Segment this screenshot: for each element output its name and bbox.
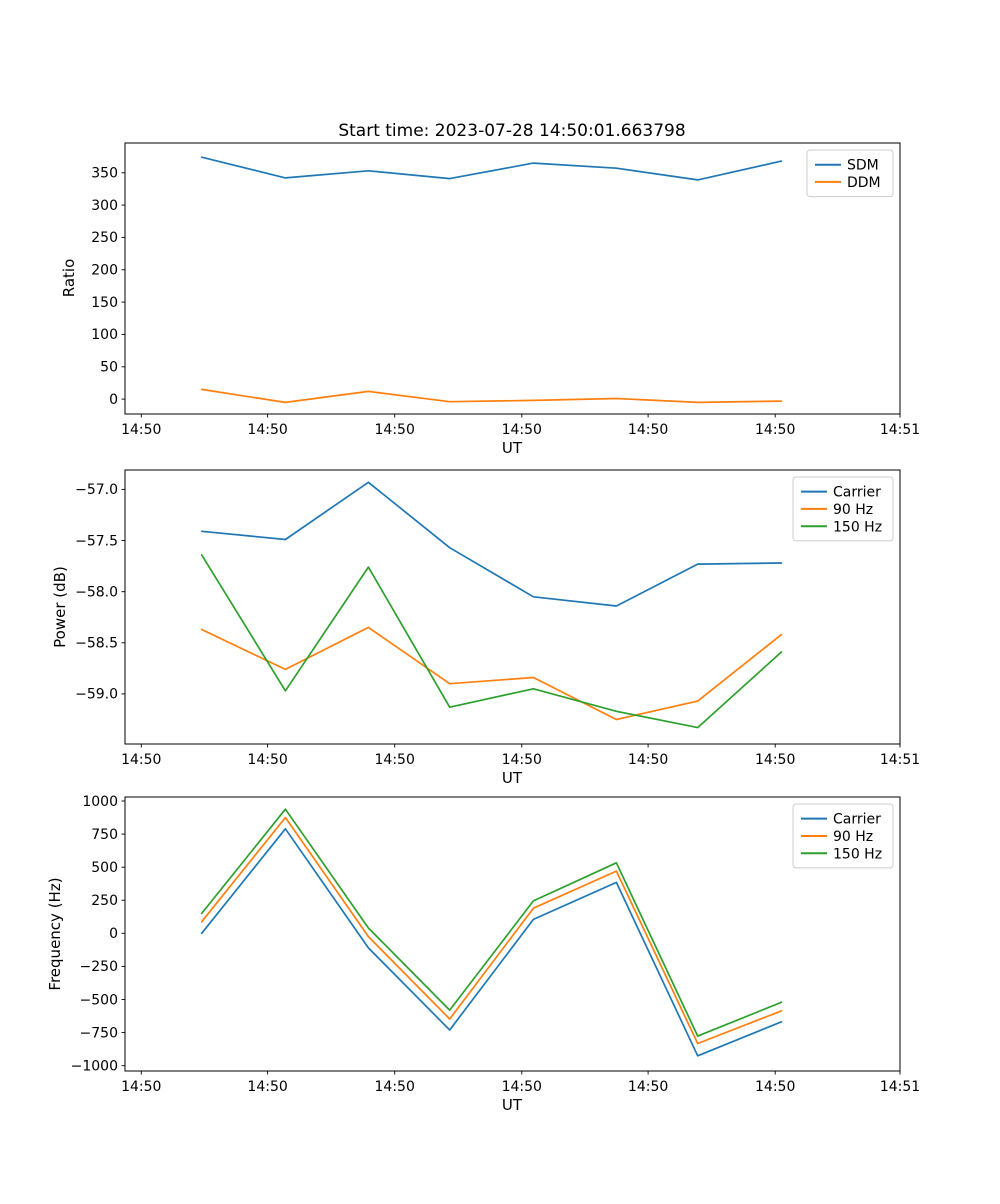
x-tick-label: 14:50	[121, 422, 161, 438]
series-line-sdm	[200, 156, 783, 181]
series-line-150-hz	[200, 554, 783, 729]
legend-box	[806, 149, 894, 198]
y-tick-label: −59.0	[75, 687, 118, 703]
x-tick-label: 14:50	[755, 752, 795, 768]
chart3-x-axis-label: UT	[502, 1096, 523, 1114]
x-tick-label: 14:50	[502, 752, 542, 768]
x-tick-label: 14:51	[880, 1079, 920, 1095]
y-tick-label: 750	[91, 827, 118, 843]
y-tick-label: −750	[80, 1025, 118, 1041]
legend-label: 90 Hz	[833, 502, 873, 518]
y-tick-label: −1000	[71, 1059, 118, 1075]
x-tick-label: 14:50	[375, 1079, 415, 1095]
y-tick-label: 500	[91, 860, 118, 876]
series-line-90-hz	[200, 816, 783, 1045]
x-tick-label: 14:50	[121, 1079, 161, 1095]
y-tick-label: 0	[109, 926, 118, 942]
chart3-frame	[124, 796, 901, 1072]
chart2-frame	[124, 469, 901, 745]
x-tick-label: 14:50	[502, 422, 542, 438]
legend-label: Carrier	[833, 812, 881, 828]
y-tick-label: 150	[91, 295, 118, 311]
chart1-plot-area: 14:50 14:50 14:50 14:50 14:50 14:50 14:51 0 50 10…	[91, 142, 920, 438]
series-line-150-hz	[200, 808, 783, 1037]
chart3-y-axis-label: Frequency (Hz)	[46, 877, 64, 990]
y-tick-label: −58.0	[75, 585, 118, 601]
chart1-x-axis-label: UT	[502, 439, 523, 457]
y-tick-label: 250	[91, 893, 118, 909]
chart2-x-axis-label: UT	[502, 769, 523, 787]
y-tick-label: −57.5	[75, 533, 118, 549]
x-tick-label: 14:50	[375, 752, 415, 768]
y-tick-label: −250	[80, 959, 118, 975]
x-tick-label: 14:50	[247, 422, 287, 438]
legend-label: Carrier	[833, 485, 881, 501]
x-tick-label: 14:50	[628, 1079, 668, 1095]
x-tick-label: 14:50	[247, 752, 287, 768]
legend-label: DDM	[847, 175, 881, 191]
x-tick-label: 14:50	[755, 1079, 795, 1095]
legend-box	[792, 476, 894, 542]
series-line-carrier	[200, 827, 783, 1057]
x-tick-label: 14:50	[628, 422, 668, 438]
y-tick-label: 200	[91, 263, 118, 279]
chart1-y-axis-label: Ratio	[60, 259, 78, 298]
legend-label: SDM	[847, 158, 879, 174]
series-line-90-hz	[200, 626, 783, 721]
chart1-title: Start time: 2023-07-28 14:50:01.663798	[338, 121, 685, 141]
y-tick-label: 300	[91, 198, 118, 214]
x-tick-label: 14:50	[375, 422, 415, 438]
y-tick-label: 50	[100, 360, 118, 376]
y-tick-label: −58.5	[75, 636, 118, 652]
chart3-plot-area: 14:50 14:50 14:50 14:50 14:50 14:50 14:51 −1000…	[71, 794, 921, 1095]
x-tick-label: 14:50	[247, 1079, 287, 1095]
legend-label: 150 Hz	[833, 846, 882, 862]
x-tick-label: 14:50	[755, 422, 795, 438]
legend-label: 90 Hz	[833, 829, 873, 845]
y-tick-label: 100	[91, 327, 118, 343]
series-line-carrier	[200, 481, 783, 607]
y-tick-label: 0	[109, 392, 118, 408]
chart2-plot-area: 14:50 14:50 14:50 14:50 14:50 14:50 14:51 −59.0…	[75, 469, 920, 768]
series-line-ddm	[200, 388, 783, 404]
x-tick-label: 14:50	[121, 752, 161, 768]
x-tick-label: 14:51	[880, 752, 920, 768]
y-tick-label: 1000	[82, 794, 118, 810]
y-tick-label: 350	[91, 166, 118, 182]
chart1-frame	[124, 142, 901, 415]
y-tick-label: −500	[80, 992, 118, 1008]
x-tick-label: 14:51	[880, 422, 920, 438]
legend-label: 150 Hz	[833, 519, 882, 535]
legend-box	[792, 803, 894, 869]
chart2-y-axis-label: Power (dB)	[51, 566, 69, 648]
x-tick-label: 14:50	[502, 1079, 542, 1095]
y-tick-label: −57.0	[75, 482, 118, 498]
x-tick-label: 14:50	[628, 752, 668, 768]
y-tick-label: 250	[91, 230, 118, 246]
